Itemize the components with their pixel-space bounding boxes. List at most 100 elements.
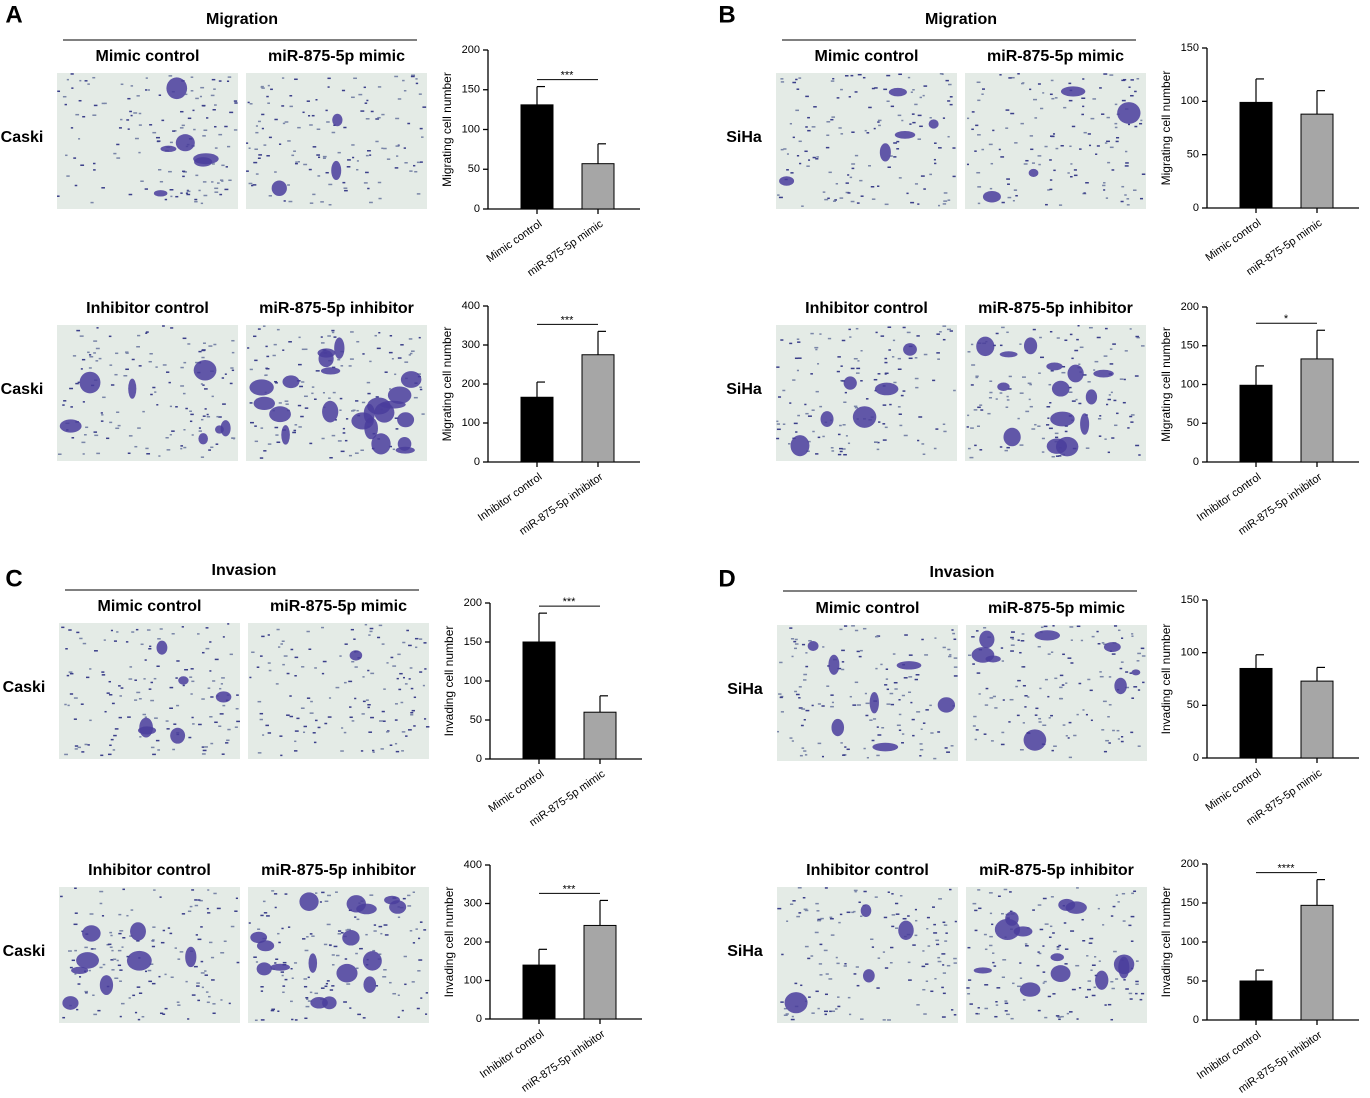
cell-speck — [69, 387, 74, 390]
cell-speck — [322, 660, 327, 663]
cell-speck — [262, 734, 265, 736]
cell-speck — [109, 946, 113, 948]
cell-speck — [1045, 424, 1050, 426]
cell-speck — [343, 731, 347, 734]
cell-speck — [211, 395, 214, 398]
cell-speck — [309, 202, 314, 204]
cell-speck — [355, 400, 359, 402]
cell-line-label: Caski — [3, 943, 46, 960]
cell-speck — [1053, 745, 1057, 747]
cell-speck — [370, 110, 374, 113]
cell-speck — [316, 154, 320, 156]
cell-speck — [942, 646, 946, 649]
cell-speck — [297, 161, 300, 163]
y-tick-label: 150 — [464, 636, 482, 648]
cell-cluster — [971, 647, 995, 663]
cell-speck — [260, 427, 264, 429]
cell-speck — [409, 930, 413, 932]
cell-speck — [829, 916, 833, 919]
cell-speck — [786, 153, 789, 155]
cell-speck — [1129, 328, 1132, 330]
cell-speck — [150, 746, 155, 749]
cell-speck — [311, 114, 315, 117]
cell-speck — [381, 147, 384, 150]
cell-speck — [1112, 343, 1116, 345]
cell-speck — [839, 450, 843, 453]
cell-speck — [1033, 98, 1038, 101]
cell-speck — [992, 695, 996, 698]
cell-speck — [202, 181, 207, 183]
cell-speck — [403, 147, 406, 149]
cell-speck — [361, 401, 366, 404]
y-tick-label: 150 — [1181, 42, 1199, 54]
cell-speck — [346, 166, 351, 168]
cell-speck — [294, 78, 298, 81]
cell-speck — [876, 448, 880, 451]
cell-speck — [1120, 740, 1124, 743]
cell-speck — [1135, 980, 1139, 983]
cell-cluster — [166, 77, 188, 100]
cell-speck — [175, 406, 178, 408]
cell-speck — [916, 335, 920, 337]
cell-speck — [365, 699, 369, 701]
cell-speck — [999, 344, 1003, 347]
cell-speck — [257, 928, 261, 930]
cell-speck — [76, 631, 80, 634]
cell-speck — [378, 925, 383, 928]
cell-speck — [792, 136, 795, 139]
cell-speck — [1017, 73, 1020, 75]
cell-speck — [850, 200, 855, 203]
cell-speck — [399, 672, 403, 675]
cell-speck — [1050, 651, 1054, 653]
cell-speck — [989, 391, 993, 394]
cell-speck — [211, 181, 214, 183]
cell-speck — [1049, 925, 1053, 928]
cell-speck — [220, 683, 224, 685]
cell-speck — [1048, 717, 1051, 719]
cell-speck — [1103, 73, 1108, 75]
cell-cluster — [1065, 901, 1087, 914]
cell-speck — [871, 87, 875, 90]
micrograph — [777, 625, 958, 761]
cell-speck — [349, 1007, 352, 1009]
cell-speck — [270, 1009, 275, 1012]
cell-speck — [942, 992, 946, 995]
cell-speck — [1014, 142, 1018, 144]
cell-speck — [134, 679, 137, 681]
cell-speck — [945, 932, 948, 934]
cell-speck — [942, 338, 946, 341]
cell-speck — [1062, 365, 1066, 368]
cell-speck — [868, 106, 872, 109]
cell-speck — [86, 676, 90, 679]
cell-speck — [367, 187, 370, 190]
cell-speck — [262, 325, 266, 327]
cell-speck — [815, 453, 819, 455]
cell-speck — [119, 1015, 122, 1018]
cell-speck — [180, 192, 183, 194]
cell-speck — [162, 1013, 166, 1015]
cell-speck — [1010, 644, 1015, 646]
cell-speck — [414, 637, 419, 640]
cell-speck — [803, 673, 808, 676]
cell-speck — [378, 953, 382, 955]
cell-speck — [1085, 182, 1089, 184]
cell-speck — [981, 93, 984, 95]
cell-speck — [252, 184, 257, 186]
cell-speck — [373, 930, 377, 932]
cell-speck — [1127, 427, 1130, 429]
cell-cluster — [322, 996, 337, 1010]
cell-speck — [1075, 964, 1080, 967]
cell-speck — [161, 119, 165, 122]
cell-speck — [971, 364, 976, 366]
cell-speck — [1001, 201, 1005, 204]
cell-speck — [101, 674, 106, 676]
cell-speck — [74, 949, 77, 952]
cell-speck — [130, 114, 133, 117]
cell-speck — [1070, 930, 1075, 932]
cell-speck — [899, 424, 903, 427]
cell-speck — [74, 184, 78, 187]
cell-speck — [152, 753, 156, 756]
cell-cluster — [898, 920, 914, 941]
cell-speck — [93, 169, 96, 171]
cell-speck — [1019, 749, 1024, 751]
